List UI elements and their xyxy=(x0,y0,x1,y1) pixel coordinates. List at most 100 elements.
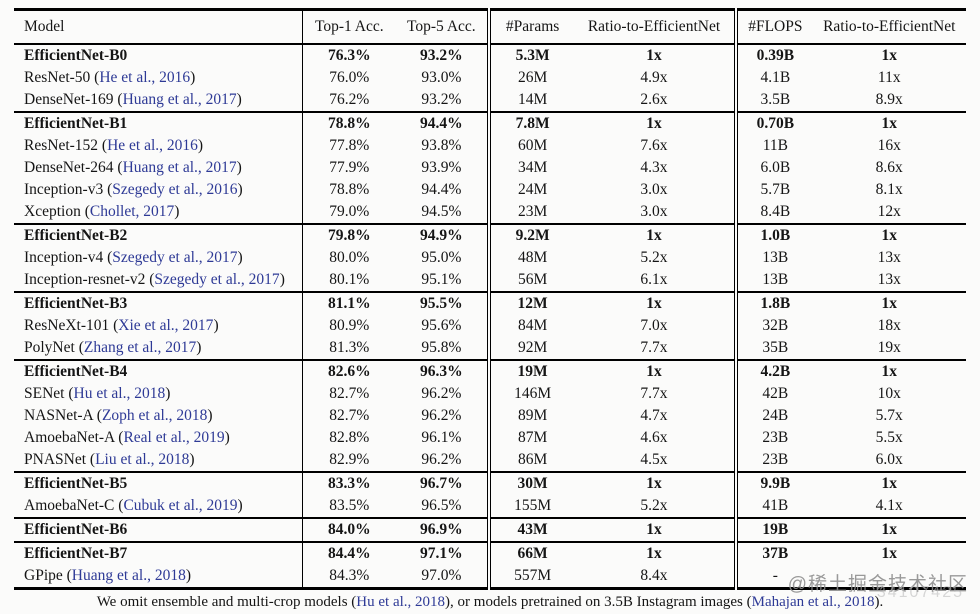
params-cell: 34M xyxy=(487,157,574,179)
citation-link[interactable]: He et al., 2016 xyxy=(99,69,191,86)
citation-link[interactable]: Huang et al., 2017 xyxy=(122,159,237,176)
flops-cell: 3.5B xyxy=(734,89,813,112)
model-comparison-table: Model Top-1 Acc. Top-5 Acc. #Params Ratio-to… xyxy=(14,8,966,590)
flops-ratio-cell: 5.7x xyxy=(875,407,903,424)
top1-acc-cell: 76.0% xyxy=(302,67,396,89)
top1-acc-cell: 79.0% xyxy=(302,201,396,224)
model-name: EfficientNet-B3 xyxy=(24,295,128,312)
citation-link[interactable]: Mahajan et al., 2018 xyxy=(751,594,875,610)
top1-acc-cell: 84.3% xyxy=(302,565,396,589)
params-ratio-cell: 1x xyxy=(573,223,737,247)
top5-acc-cell: 96.1% xyxy=(421,429,462,446)
top1-acc-cell: 76.2% xyxy=(302,89,396,112)
citation-link[interactable]: Hu et al., 2018 xyxy=(73,385,166,402)
citation-link[interactable]: Real et al., 2019 xyxy=(123,429,225,446)
citation-link[interactable]: Zhang et al., 2017 xyxy=(83,339,197,356)
params-cell: 92M xyxy=(487,337,574,360)
top1-acc-cell: 83.3% xyxy=(302,471,396,495)
model-cell: PNASNet (Liu et al., 2018) xyxy=(24,451,195,468)
flops-ratio-cell: 1x xyxy=(812,291,966,315)
params-ratio-cell: 4.9x xyxy=(640,69,668,86)
watermark-faint-id: 34107425 xyxy=(876,584,964,601)
top1-acc-cell: 80.0% xyxy=(302,247,396,269)
caption-text: We omit ensemble and multi-crop models ( xyxy=(96,594,357,610)
flops-ratio-cell: 16x xyxy=(877,137,901,154)
column-header-params_ratio: Ratio-to-EfficientNet xyxy=(573,9,737,45)
citation-link[interactable]: Huang et al., 2018 xyxy=(71,567,186,584)
params-cell: 66M xyxy=(487,541,574,565)
citation-link[interactable]: Cubuk et al., 2019 xyxy=(123,497,238,514)
params-cell: 89M xyxy=(487,405,574,427)
params-cell: 43M xyxy=(487,517,574,542)
params-ratio-cell: 6.1x xyxy=(640,271,668,288)
citation-link[interactable]: Szegedy et al., 2017 xyxy=(154,271,280,288)
model-cell: Inception-resnet-v2 (Szegedy et al., 201… xyxy=(24,271,285,288)
params-ratio-cell: 7.6x xyxy=(640,137,668,154)
model-name: EfficientNet-B6 xyxy=(24,521,128,538)
model-name: EfficientNet-B0 xyxy=(24,47,128,64)
flops-ratio-cell: 5.5x xyxy=(875,429,903,446)
citation-link[interactable]: He et al., 2016 xyxy=(107,137,198,154)
params-cell: 19M xyxy=(487,359,574,383)
citation-link[interactable]: Liu et al., 2018 xyxy=(95,451,190,468)
top1-acc-cell: 77.9% xyxy=(302,157,396,179)
table-row: GPipe (Huang et al., 2018) 84.3% 97.0% 557M… xyxy=(14,565,966,589)
flops-cell: 0.39B xyxy=(734,44,813,67)
model-name: PolyNet xyxy=(24,339,75,356)
top5-acc-cell: 95.0% xyxy=(421,249,462,266)
model-cell: AmoebaNet-C (Cubuk et al., 2019) xyxy=(24,497,243,514)
citation-link[interactable]: Zoph et al., 2018 xyxy=(101,407,208,424)
top1-acc-cell: 80.1% xyxy=(302,269,396,292)
top5-acc-cell: 96.2% xyxy=(421,451,462,468)
model-cell: DenseNet-264 (Huang et al., 2017) xyxy=(24,159,242,176)
flops-cell: 41B xyxy=(734,495,813,518)
table-row: AmoebaNet-A (Real et al., 2019) 82.8% 96.1… xyxy=(14,427,966,449)
model-cell: EfficientNet-B7 xyxy=(14,541,303,565)
flops-ratio-cell: 6.0x xyxy=(875,451,903,468)
model-cell: EfficientNet-B3 xyxy=(14,291,303,315)
citation-link[interactable]: Chollet, 2017 xyxy=(89,203,175,220)
flops-ratio-cell: 19x xyxy=(877,339,901,356)
table-row: DenseNet-264 (Huang et al., 2017) 77.9% 93… xyxy=(14,157,966,179)
table-row: EfficientNet-B5 83.3% 96.7% 30M 1x 9.9B 1x xyxy=(14,471,966,495)
model-cell: EfficientNet-B2 xyxy=(14,223,303,247)
top5-acc-cell: 94.9% xyxy=(395,223,490,247)
table-row: EfficientNet-B0 76.3% 93.2% 5.3M 1x 0.39B 1x xyxy=(14,44,966,67)
top1-acc-cell: 82.8% xyxy=(302,427,396,449)
flops-ratio-cell: 11x xyxy=(877,69,901,86)
top5-acc-cell: 93.9% xyxy=(421,159,462,176)
flops-cell: 6.0B xyxy=(734,157,813,179)
column-header-top5: Top-5 Acc. xyxy=(395,9,490,45)
header-row: Model Top-1 Acc. Top-5 Acc. #Params Ratio-to… xyxy=(14,9,966,45)
model-name: Inception-resnet-v2 xyxy=(24,271,146,288)
table-row: Inception-resnet-v2 (Szegedy et al., 201… xyxy=(14,269,966,292)
top1-acc-cell: 84.0% xyxy=(302,517,396,542)
flops-cell: 8.4B xyxy=(734,201,813,224)
params-ratio-cell: 2.6x xyxy=(640,91,668,108)
params-ratio-cell: 1x xyxy=(573,359,737,383)
model-name: AmoebaNet-C xyxy=(24,497,115,514)
citation-link[interactable]: Szegedy et al., 2017 xyxy=(112,249,238,266)
model-name: EfficientNet-B2 xyxy=(24,227,128,244)
top5-acc-cell: 97.0% xyxy=(421,567,462,584)
citation-link[interactable]: Szegedy et al., 2016 xyxy=(112,181,238,198)
params-ratio-cell: 8.4x xyxy=(640,567,668,584)
table-body: EfficientNet-B0 76.3% 93.2% 5.3M 1x 0.39B 1x Re… xyxy=(14,44,966,589)
citation-link[interactable]: Huang et al., 2017 xyxy=(122,91,237,108)
model-cell: ResNet-50 (He et al., 2016) xyxy=(24,69,196,86)
top1-acc-cell: 77.8% xyxy=(302,135,396,157)
column-header-top1: Top-1 Acc. xyxy=(302,9,396,45)
citation-link[interactable]: Xie et al., 2017 xyxy=(118,317,214,334)
table-row: DenseNet-169 (Huang et al., 2017) 76.2% 93… xyxy=(14,89,966,112)
flops-cell: 11B xyxy=(734,135,813,157)
params-cell: 9.2M xyxy=(487,223,574,247)
flops-ratio-cell: 1x xyxy=(812,111,966,135)
params-cell: 14M xyxy=(487,89,574,112)
top1-acc-cell: 79.8% xyxy=(302,223,396,247)
top5-acc-cell: 97.1% xyxy=(395,541,490,565)
params-cell: 5.3M xyxy=(487,44,574,67)
caption-text: ). xyxy=(874,594,884,610)
flops-ratio-cell: 8.1x xyxy=(875,181,903,198)
model-name: SENet xyxy=(24,385,65,402)
citation-link[interactable]: Hu et al., 2018 xyxy=(356,594,446,610)
